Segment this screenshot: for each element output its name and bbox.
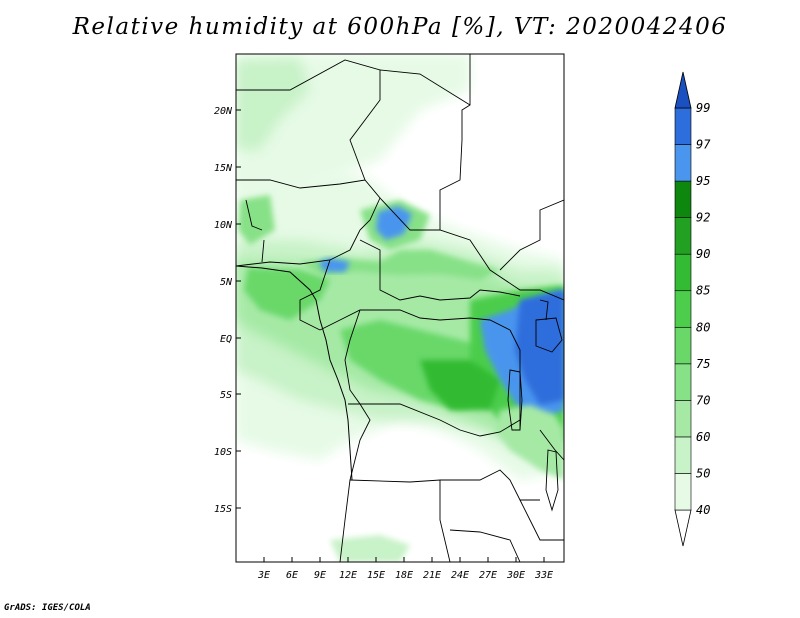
lat-tick-label: 10S [214,447,232,458]
colorbar: 40 50 60 70 75 80 85 90 92 95 97 99 [674,71,711,547]
colorbar-level-label: 50 [696,466,710,480]
lon-tick-label: 27E [479,570,497,581]
colorbar-upper-arrow [674,71,692,109]
lon-tick-label: 12E [339,570,357,581]
lon-tick-label: 30E [506,570,525,581]
colorbar-level-label: 70 [696,393,710,407]
colorbar-lower-arrow [674,509,692,547]
colorbar-segment [674,436,692,474]
map-title: Relative humidity at 600hPa [%], VT: 202… [72,14,728,40]
colorbar-level-label: 99 [696,101,710,115]
lon-tick-label: 24E [451,570,469,581]
colorbar-segment [674,180,692,218]
lon-tick-label: 9E [314,570,326,581]
colorbar-level-label: 85 [696,284,710,298]
lat-tick-label: 20N [214,106,233,117]
lon-tick-label: 33E [534,570,553,581]
latitude-labels: 20N 15N 10N 5N EQ 5S 10S 15S [214,106,233,515]
colorbar-segment [674,144,692,182]
lat-tick-label: 15S [214,504,232,515]
colorbar-level-label: 75 [696,357,710,371]
lon-tick-label: 6E [286,570,298,581]
colorbar-segment [674,107,692,145]
axis-ticks [236,109,545,562]
lat-tick-label: 5S [220,390,232,401]
map-frame [235,53,565,563]
lat-tick-label: 5N [220,277,233,288]
colorbar-segment [674,473,692,511]
lon-tick-label: 21E [423,570,441,581]
lon-tick-label: 3E [257,570,270,581]
humidity-field [236,54,564,562]
colorbar-level-label: 90 [696,247,710,261]
lon-tick-label: 15E [367,570,385,581]
colorbar-segment [674,217,692,255]
lon-tick-label: 18E [395,570,413,581]
colorbar-level-label: 92 [696,211,710,225]
lat-tick-label: 10N [214,220,233,231]
colorbar-level-label: 40 [696,503,710,517]
colorbar-segment [674,290,692,328]
map-panel [236,54,564,562]
lakes [507,299,563,512]
colorbar-level-label: 95 [696,174,710,188]
grads-credit: GrADS: IGES/COLA [4,603,91,613]
colorbar-segment [674,326,692,365]
colorbar-segment [674,400,692,438]
country-borders [236,54,564,562]
colorbar-level-label: 80 [696,320,710,334]
longitude-labels: 3E 6E 9E 12E 15E 18E 21E 24E 27E 30E 33E [257,570,553,581]
colorbar-level-label: 60 [696,430,710,444]
colorbar-segment [674,363,692,401]
colorbar-level-label: 97 [696,138,711,152]
coastline [236,265,353,481]
colorbar-segment [674,253,692,292]
lat-tick-label: EQ [220,334,232,345]
lat-tick-label: 15N [214,163,233,174]
